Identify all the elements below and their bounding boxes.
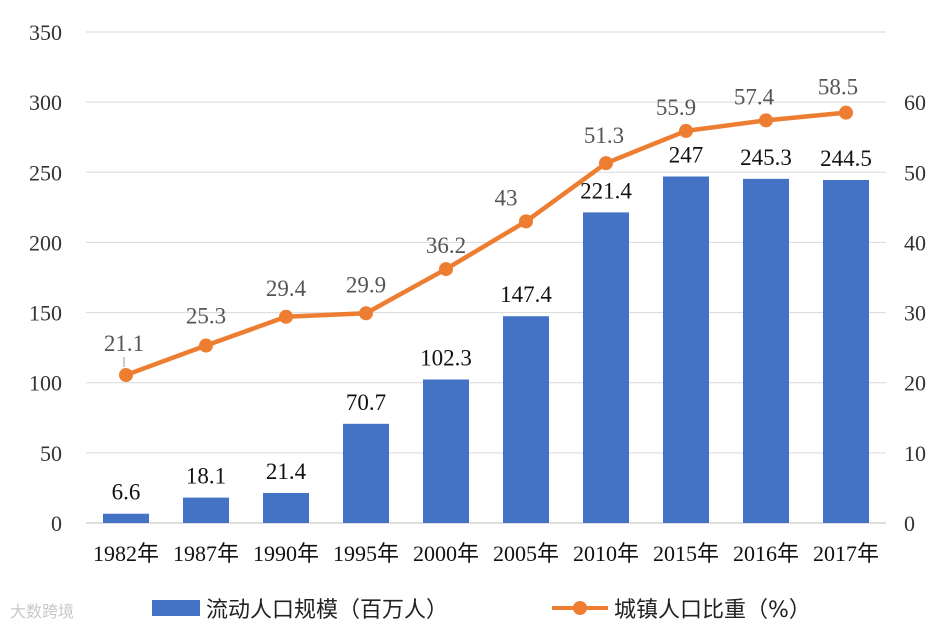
bar [263, 492, 309, 523]
bar [743, 178, 789, 523]
x-tick-label: 2015年 [653, 541, 719, 566]
legend-item-bar: 流动人口规模（百万人） [152, 592, 448, 624]
y-left-tick-label: 250 [29, 160, 62, 185]
line-series [119, 105, 853, 382]
watermark: 大数跨境 [10, 602, 75, 621]
x-tick-label: 1982年 [93, 541, 159, 566]
bar-data-labels: 6.6 18.1 21.4 70.7 102.3 147.4 221.4 247 245.3 24… [112, 142, 872, 504]
x-tick-label: 2010年 [573, 541, 639, 566]
y-right-tick-label: 0 [904, 511, 915, 536]
y-left-tick-label: 100 [29, 371, 62, 396]
bar-data-label: 247 [669, 142, 704, 167]
line-data-label: 55.9 [656, 95, 696, 120]
bar-data-label: 221.4 [580, 178, 632, 203]
line-point [599, 156, 613, 171]
bar [503, 316, 549, 523]
gridlines [86, 31, 886, 524]
x-tick-label: 1990年 [253, 541, 319, 566]
line-point [759, 113, 773, 128]
line-data-label: 58.5 [818, 75, 858, 100]
y-left-tick-label: 350 [29, 20, 62, 45]
x-tick-label: 2016年 [733, 541, 799, 566]
line-data-label: 29.4 [266, 276, 307, 301]
line-data-label: 43 [495, 185, 518, 210]
bar [183, 497, 229, 523]
x-tick-label: 2000年 [413, 541, 479, 566]
y-right-tick-label: 30 [904, 301, 926, 326]
x-tick-label: 1987年 [173, 541, 239, 566]
bar-data-label: 245.3 [740, 145, 792, 170]
y-axis-right: 0 10 20 30 40 50 60 [904, 90, 926, 536]
line-point [439, 262, 453, 277]
line-point [519, 214, 533, 229]
combo-chart: 0 50 100 150 200 250 300 350 0 10 20 30 40 50 60 1982… [29, 20, 926, 566]
y-left-tick-label: 0 [51, 511, 62, 536]
line-data-label: 29.9 [346, 272, 386, 297]
legend-bar-swatch [152, 600, 200, 616]
line-data-labels: 21.1 25.3 29.4 29.9 36.2 43 51.3 55.9 57.4 58.5 [104, 75, 858, 367]
bar-series [103, 176, 869, 524]
line-point [839, 105, 853, 120]
legend: 流动人口规模（百万人） 城镇人口比重（%） [0, 592, 948, 624]
bar-data-label: 21.4 [266, 459, 307, 484]
y-right-tick-label: 10 [904, 441, 926, 466]
bar-data-label: 6.6 [112, 480, 141, 505]
bar-data-label: 244.5 [820, 146, 872, 171]
bar [823, 180, 869, 523]
legend-item-line: 城镇人口比重（%） [552, 592, 811, 624]
line-point [279, 309, 293, 324]
line-data-label: 36.2 [426, 233, 466, 258]
x-tick-label: 2017年 [813, 541, 879, 566]
line-point [679, 123, 693, 138]
bar-data-label: 102.3 [420, 345, 472, 370]
bar-data-label: 147.4 [500, 282, 552, 307]
bar [663, 176, 709, 523]
bar [423, 379, 469, 523]
legend-line-label: 城镇人口比重（%） [614, 598, 811, 623]
line-data-label: 57.4 [734, 84, 775, 109]
x-tick-label: 1995年 [333, 541, 399, 566]
x-axis: 1982年 1987年 1990年 1995年 2000年 2005年 2010年 2015年… [93, 541, 879, 566]
y-right-tick-label: 20 [904, 371, 926, 396]
legend-bar-label: 流动人口规模（百万人） [206, 598, 449, 623]
y-left-tick-label: 300 [29, 90, 62, 115]
y-right-tick-label: 50 [904, 160, 926, 185]
line-point [359, 306, 373, 321]
y-left-tick-label: 150 [29, 301, 62, 326]
bar [103, 513, 149, 523]
line-point [199, 338, 213, 353]
bar-data-label: 18.1 [186, 464, 226, 489]
y-right-tick-label: 60 [904, 90, 926, 115]
y-right-tick-label: 40 [904, 230, 926, 255]
y-left-tick-label: 50 [40, 441, 62, 466]
line-data-label: 21.1 [104, 331, 144, 356]
x-tick-label: 2005年 [493, 541, 559, 566]
line-point [119, 367, 133, 382]
bar [583, 212, 629, 524]
line-data-label: 51.3 [584, 123, 624, 148]
y-left-tick-label: 200 [29, 230, 62, 255]
bar [343, 423, 389, 523]
bar-data-label: 70.7 [346, 390, 386, 415]
y-axis-left: 0 50 100 150 200 250 300 350 [29, 20, 62, 536]
legend-line-swatch [552, 600, 608, 616]
line-path [123, 110, 849, 378]
line-data-label: 25.3 [186, 304, 226, 329]
